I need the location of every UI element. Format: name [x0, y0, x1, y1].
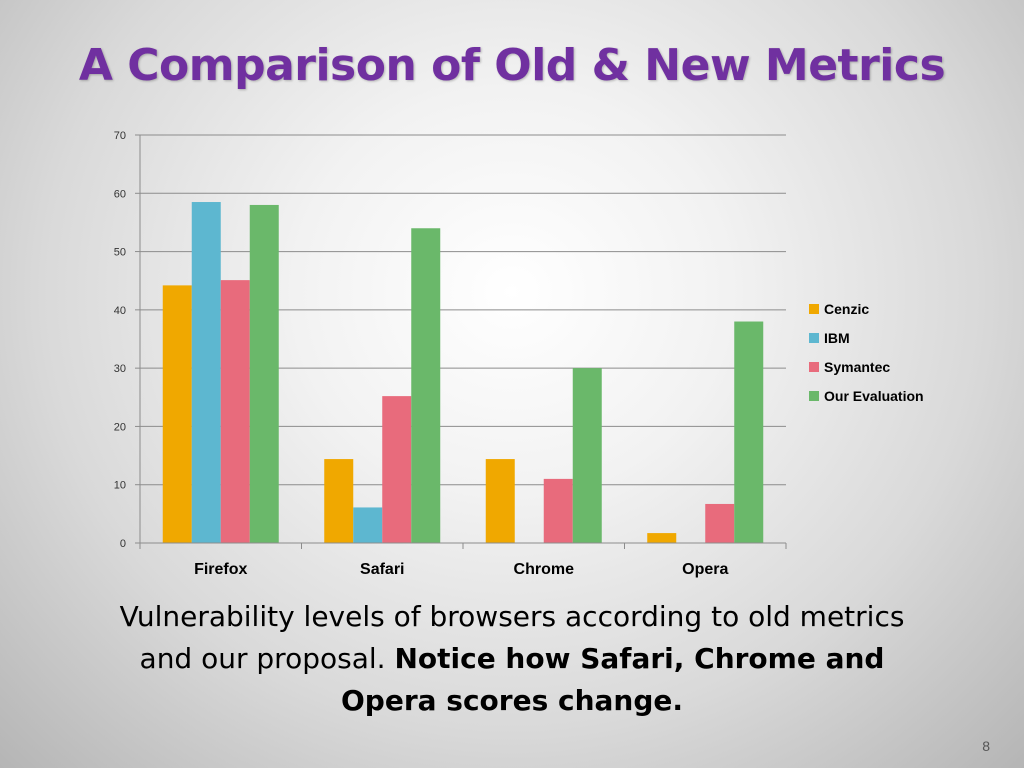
bar-safari-ibm [353, 507, 383, 543]
legend-swatch [809, 304, 819, 314]
caption-emphasis: Notice how Safari, Chrome and Opera scor… [340, 642, 885, 717]
bar-chrome-cenzic [485, 459, 515, 543]
legend-label: Cenzic [824, 301, 869, 317]
axes [139, 135, 787, 549]
legend-label: Symantec [824, 359, 890, 375]
bar-safari-symantec [382, 396, 412, 543]
bar-opera-our-evaluation [734, 321, 764, 543]
x-tick-label: Chrome [514, 561, 575, 578]
y-tick-label: 20 [114, 421, 126, 433]
bar-firefox-symantec [220, 280, 250, 543]
bar-firefox-our-evaluation [249, 204, 279, 543]
category-labels: Firefox Safari Chrome Opera [194, 561, 728, 578]
bar-safari-cenzic [324, 459, 354, 543]
bar-opera-symantec [705, 503, 735, 543]
legend-swatch [809, 333, 819, 343]
caption-text: Vulnerability levels of browsers accordi… [119, 600, 905, 675]
bar-chrome-symantec [543, 478, 573, 543]
legend-swatch [809, 362, 819, 372]
legend-label: Our Evaluation [824, 388, 924, 404]
y-axis-ticks: 0 10 20 30 40 50 60 70 [114, 130, 140, 550]
bar-opera-cenzic [647, 533, 677, 543]
y-tick-label: 10 [114, 480, 126, 492]
y-tick-label: 50 [114, 247, 126, 259]
y-tick-label: 40 [114, 305, 126, 317]
y-tick-label: 70 [114, 130, 126, 142]
legend-swatch [809, 391, 819, 401]
x-tick-label: Safari [360, 561, 404, 578]
legend: Cenzic IBM Symantec Our Evaluation [809, 301, 924, 404]
y-tick-label: 60 [114, 188, 126, 200]
bar-chrome-our-evaluation [572, 368, 602, 543]
bar-firefox-cenzic [162, 285, 192, 543]
bar-firefox-ibm [191, 202, 221, 543]
bar-safari-our-evaluation [411, 228, 441, 543]
slide-title: A Comparison of Old & New Metrics [78, 40, 946, 91]
y-tick-label: 30 [114, 363, 126, 375]
page-number: 8 [982, 738, 990, 754]
bars [162, 202, 764, 543]
y-tick-label: 0 [120, 538, 126, 550]
slide-caption: Vulnerability levels of browsers accordi… [112, 596, 912, 722]
x-tick-label: Firefox [194, 561, 247, 578]
x-tick-label: Opera [682, 561, 728, 578]
legend-label: IBM [824, 330, 850, 346]
bar-chart: 0 10 20 30 40 50 60 70 Firefox Safari Chrome Opera… [114, 130, 924, 578]
